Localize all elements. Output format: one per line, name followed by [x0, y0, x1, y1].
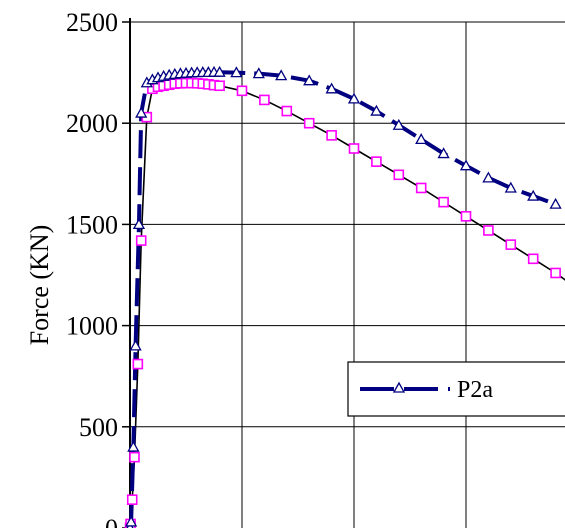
- series-p2a-point-31: [482, 171, 495, 183]
- series-2-point-25: [348, 143, 360, 154]
- series-2-point-24: [326, 130, 337, 141]
- series-p2a-point-5: [135, 106, 148, 118]
- series-2-point-23: [303, 117, 315, 129]
- axes: [122, 18, 131, 528]
- series-p2a-point-28: [415, 133, 428, 145]
- y-tick-label-1500: 1500: [66, 210, 118, 239]
- series-p2a-point-19: [213, 65, 226, 77]
- series-p2a-line: [128, 70, 557, 528]
- y-axis-title: Force (KN): [25, 225, 54, 346]
- series-p2a-point-1: [125, 515, 138, 527]
- series-2-point-19: [214, 80, 225, 92]
- series-2-point-34: [550, 267, 561, 279]
- series-2-point-21: [259, 94, 270, 106]
- series-p2a-point-33: [527, 189, 540, 201]
- y-tick-label-2500: 2500: [66, 8, 118, 37]
- series-p2a-point-34: [549, 197, 562, 209]
- series-p2a-point-32: [504, 181, 517, 193]
- series-p2a-point-21: [252, 67, 265, 79]
- series-2-point-3: [129, 451, 140, 463]
- series-p2a-point-3: [129, 339, 142, 351]
- series-2-point-28: [415, 182, 427, 194]
- series-2-point-33: [527, 253, 539, 265]
- series-2-point-30: [460, 211, 472, 222]
- series-p2a-point-20: [230, 66, 243, 78]
- series-2-point-31: [483, 225, 494, 236]
- legend-triangle-marker: [392, 381, 406, 393]
- series-2-point-5: [135, 235, 147, 246]
- series-p2a-point-22: [275, 69, 288, 81]
- legend-label-p2a: P2a: [457, 377, 493, 403]
- series-p2a-point-29: [437, 147, 450, 159]
- series-p2a-point-2: [127, 440, 140, 452]
- series-p2a-point-30: [459, 159, 473, 171]
- series-p2a-point-25: [347, 92, 361, 104]
- series-layer: [124, 65, 565, 528]
- series-p2a-point-24: [325, 82, 338, 94]
- series-2-line: [129, 82, 565, 528]
- series-p2a-point-23: [303, 74, 316, 86]
- y-tick-label-1000: 1000: [66, 312, 118, 341]
- series-2-point-2: [126, 494, 138, 505]
- series-p2a-point-27: [392, 118, 405, 130]
- series-2-point-26: [371, 156, 382, 167]
- y-tick-label-0: 0: [105, 514, 118, 528]
- series-p2a-point-26: [370, 104, 383, 116]
- legend: P2a: [347, 361, 565, 417]
- series-2-point-22: [281, 105, 293, 117]
- series-2-point-29: [438, 196, 449, 208]
- series-2-point-20: [236, 85, 248, 97]
- y-tick-label-2000: 2000: [66, 109, 118, 138]
- y-tick-labels: 0 500 1000 1500 2000 2500: [66, 8, 118, 528]
- series-2-point-4: [132, 358, 144, 370]
- y-tick-label-500: 500: [79, 413, 118, 442]
- series-2-point-32: [505, 239, 517, 250]
- series-p2a-point-4: [132, 218, 146, 230]
- grid-lines: [130, 21, 565, 528]
- series-2-point-27: [393, 169, 405, 181]
